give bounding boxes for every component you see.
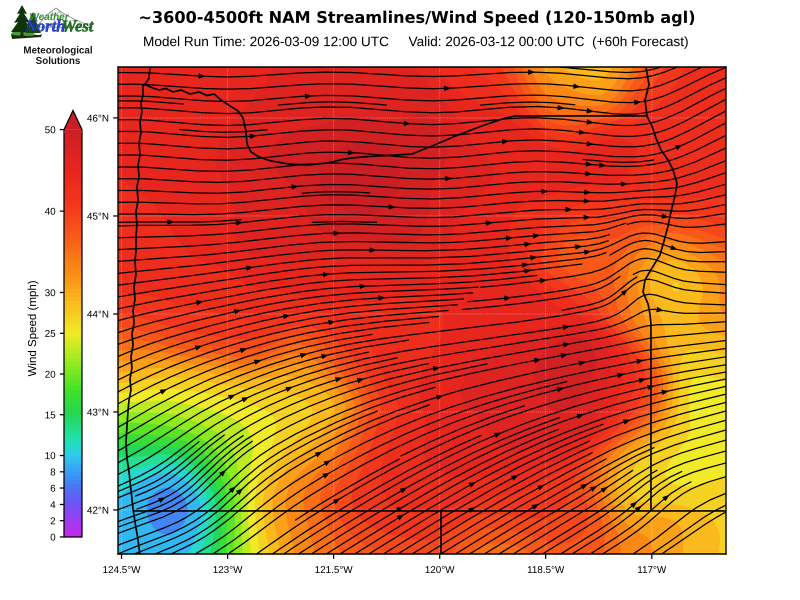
svg-text:West: West (62, 17, 94, 36)
svg-text:Meteorological: Meteorological (23, 46, 92, 57)
svg-text:North: North (24, 17, 65, 36)
svg-text:Weather: Weather (29, 12, 69, 23)
svg-text:Solutions: Solutions (36, 56, 81, 67)
